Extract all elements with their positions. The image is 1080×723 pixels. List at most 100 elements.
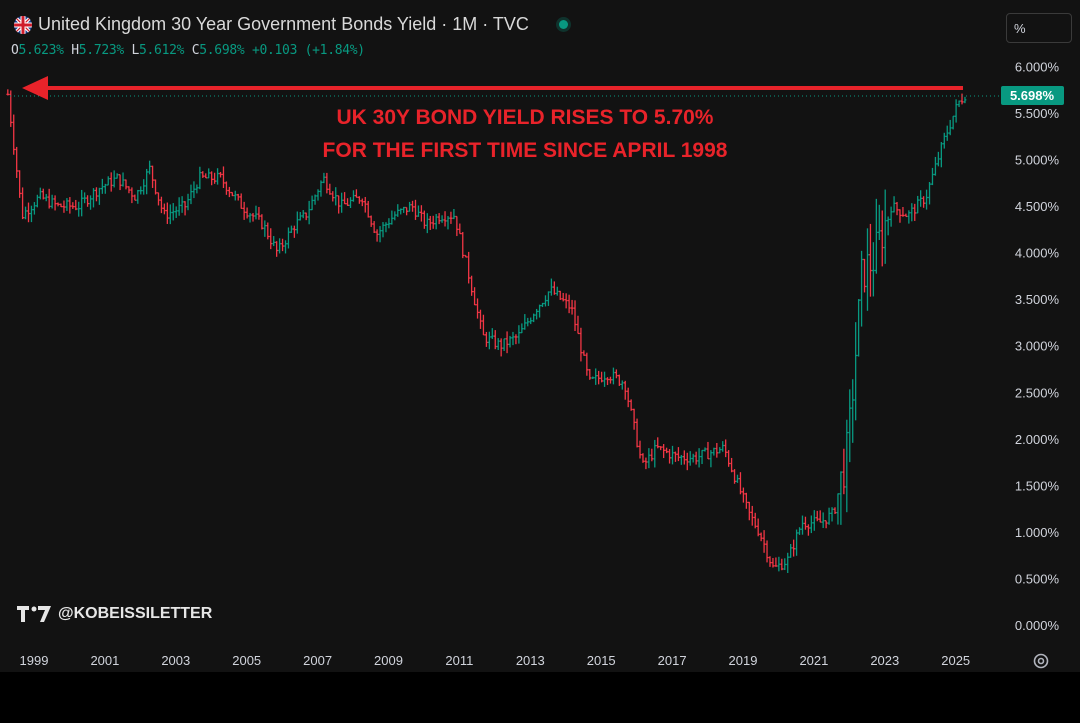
x-tick-label: 2019 bbox=[729, 653, 758, 668]
ohlc-bar bbox=[139, 186, 143, 195]
ohlc-bar bbox=[499, 338, 503, 357]
ohlc-bar bbox=[366, 200, 370, 218]
ohlc-bar bbox=[644, 457, 648, 470]
y-tick-label: 3.000% bbox=[1015, 339, 1060, 354]
ohlc-bar bbox=[378, 226, 382, 243]
ohlc-bar bbox=[59, 203, 63, 208]
ohlc-bar bbox=[945, 125, 949, 141]
ohlc-bar bbox=[387, 218, 391, 229]
ohlc-bar bbox=[482, 314, 485, 336]
ohlc-bar bbox=[266, 222, 270, 240]
ohlc-bar bbox=[219, 171, 222, 178]
ohlc-bar bbox=[845, 419, 849, 513]
x-tick-label: 2005 bbox=[232, 653, 261, 668]
ohlc-bar bbox=[71, 202, 75, 209]
ohlc-bar bbox=[588, 368, 592, 380]
y-tick-label: 6.000% bbox=[1015, 59, 1060, 74]
ohlc-bar bbox=[558, 290, 562, 300]
ohlc-bar bbox=[934, 156, 937, 176]
ohlc-bar bbox=[573, 300, 577, 331]
ohlc-bar bbox=[38, 187, 42, 200]
ohlc-bar bbox=[936, 151, 940, 167]
ohlc-bar bbox=[186, 193, 190, 211]
watermark: @KOBEISSILETTER bbox=[16, 604, 212, 624]
settings-gear-icon[interactable] bbox=[1032, 652, 1050, 670]
ohlc-bar bbox=[815, 510, 819, 522]
change-value: +0.103 (+1.84%) bbox=[251, 43, 365, 58]
ohlc-bar bbox=[437, 213, 441, 225]
ohlc-bar bbox=[298, 212, 302, 221]
ohlc-bar bbox=[839, 471, 843, 525]
ohlc-bar bbox=[623, 380, 627, 400]
ohlc-bar bbox=[759, 532, 763, 542]
ohlc-bar bbox=[24, 206, 27, 220]
ohlc-bar bbox=[68, 197, 72, 214]
ohlc-bar bbox=[168, 204, 172, 225]
ohlc-bar bbox=[245, 207, 249, 219]
ohlc-bar bbox=[874, 198, 878, 274]
ohlc-bar bbox=[632, 408, 636, 430]
ohlc-bar bbox=[806, 524, 810, 536]
ohlc-bar bbox=[653, 439, 657, 468]
ohlc-bar bbox=[177, 197, 181, 216]
ohlc-bar bbox=[629, 399, 633, 411]
ohlc-bar bbox=[750, 505, 754, 526]
ohlc-bar bbox=[487, 331, 491, 350]
ohlc-bar bbox=[375, 229, 379, 242]
ohlc-bar bbox=[792, 539, 796, 557]
ohlc-bar bbox=[100, 178, 104, 194]
annotation-line-2: FOR THE FIRST TIME SINCE APRIL 1998 bbox=[322, 139, 728, 162]
ohlc-bar bbox=[700, 449, 704, 465]
ohlc-bar bbox=[493, 330, 497, 350]
ohlc-bar bbox=[606, 377, 609, 386]
ohlc-bar bbox=[880, 210, 884, 267]
ohlc-bar bbox=[440, 215, 444, 223]
ohlc-bar bbox=[33, 202, 36, 215]
ohlc-bar bbox=[582, 350, 586, 356]
ohlc-bar bbox=[233, 190, 237, 201]
ohlc-bar bbox=[189, 184, 193, 205]
ohlc-bar bbox=[511, 331, 515, 346]
ohlc-bar bbox=[951, 115, 955, 130]
ohlc-bar bbox=[381, 222, 385, 238]
ohlc-bar bbox=[824, 520, 828, 529]
ohlc-bar bbox=[517, 325, 521, 344]
ohlc-bar bbox=[313, 194, 317, 205]
ohlc-bar bbox=[600, 371, 604, 383]
ohlc-bar bbox=[765, 540, 769, 563]
symbol-title[interactable]: United Kingdom 30 Year Government Bonds … bbox=[38, 14, 529, 34]
ohlc-bar bbox=[665, 447, 668, 454]
ohlc-bar bbox=[77, 201, 81, 217]
annotation-line-1: UK 30Y BOND YIELD RISES TO 5.70% bbox=[336, 106, 714, 129]
ohlc-bar bbox=[121, 172, 125, 187]
ohlc-bar bbox=[552, 281, 556, 295]
ohlc-bar bbox=[467, 251, 471, 284]
unit-selector[interactable]: % bbox=[1006, 13, 1072, 43]
price-chart[interactable]: 0.000% 0.500% 1.000% 1.500% 2.000% 2.500% 3.00… bbox=[0, 0, 1080, 672]
ohlc-bar bbox=[142, 179, 146, 195]
ohlc-bar bbox=[44, 193, 48, 202]
ohlc-bar bbox=[502, 338, 506, 352]
ohlc-bar bbox=[109, 172, 113, 192]
ohlc-bar bbox=[210, 171, 214, 186]
ohlc-bar bbox=[446, 216, 450, 230]
ohlc-bar bbox=[555, 286, 559, 296]
ohlc-bar bbox=[130, 187, 134, 204]
ohlc-bar bbox=[783, 558, 787, 571]
ohlc-bar bbox=[674, 451, 677, 462]
ohlc-bar bbox=[691, 453, 695, 463]
ohlc-bar bbox=[346, 198, 349, 206]
ohlc-bar bbox=[47, 188, 51, 209]
ohlc-bar bbox=[727, 450, 731, 467]
ohlc-bar bbox=[157, 192, 160, 206]
ohlc-bar bbox=[877, 204, 881, 241]
x-tick-label: 2013 bbox=[516, 653, 545, 668]
ohlc-bar bbox=[464, 254, 468, 258]
ohlc-bar bbox=[662, 444, 666, 459]
ohlc-bar bbox=[857, 299, 861, 357]
ohlc-bar bbox=[443, 211, 447, 227]
ohlc-bar bbox=[706, 441, 710, 460]
ohlc-bar bbox=[520, 323, 524, 334]
ohlc-bar bbox=[694, 451, 698, 465]
y-tick-label: 0.000% bbox=[1015, 618, 1060, 633]
